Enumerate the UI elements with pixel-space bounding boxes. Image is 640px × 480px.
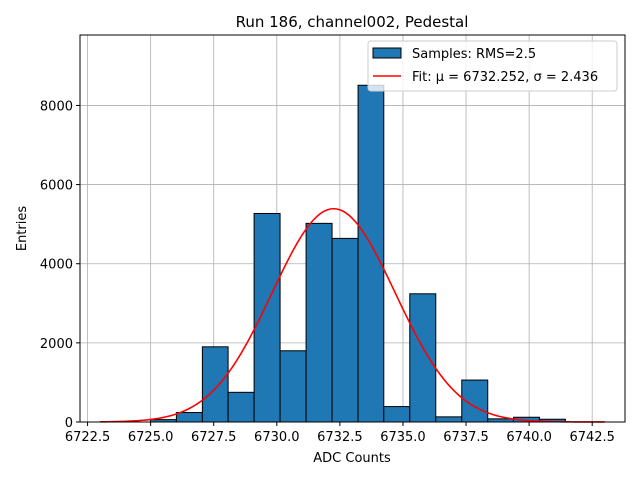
histogram-bar-6 (305, 222, 333, 423)
fit-curve (100, 207, 605, 423)
histogram-bar-3 (227, 391, 255, 423)
x-tick-label-5: 6735.0 (380, 430, 426, 445)
legend-entry-histogram: Samples: RMS=2.5 (412, 47, 536, 62)
y-tick-label-4: 8000 (40, 99, 73, 114)
histogram-bar-9 (383, 406, 411, 423)
chart-title: Run 186, channel002, Pedestal (236, 13, 469, 31)
histogram-bar-11 (435, 416, 463, 423)
histogram-bar-5 (279, 350, 307, 423)
x-tick-label-3: 6730.0 (254, 430, 300, 445)
histogram-bar-8 (357, 84, 385, 423)
legend-entry-fit: Fit: μ = 6732.252, σ = 2.436 (412, 70, 598, 85)
legend-box (367, 40, 618, 92)
x-tick-label-4: 6732.5 (317, 430, 363, 445)
y-tick-label-3: 6000 (40, 179, 73, 194)
histogram-bar-1 (175, 412, 203, 423)
axis-ticks: 6722.5 6725.0 6727.5 6730.0 6732.5 6735.0 6737… (40, 99, 615, 445)
legend-swatch-histogram (372, 47, 402, 59)
x-tick-label-8: 6742.5 (569, 430, 615, 445)
histogram-bar-10 (409, 293, 437, 423)
y-tick-label-2: 4000 (40, 258, 73, 273)
histogram-bar-2 (201, 346, 229, 423)
x-tick-label-2: 6727.5 (191, 430, 237, 445)
x-axis-label: ADC Counts (313, 451, 391, 466)
y-tick-label-1: 2000 (40, 337, 73, 352)
legend: Samples: RMS=2.5 Fit: μ = 6732.252, σ = … (367, 40, 618, 92)
y-tick-label-0: 0 (65, 416, 73, 431)
y-axis-label: Entries (15, 206, 30, 252)
x-tick-label-1: 6725.0 (128, 430, 174, 445)
fit-curve-group (100, 207, 605, 423)
x-tick-label-6: 6737.5 (443, 430, 489, 445)
x-tick-label-7: 6740.0 (506, 430, 552, 445)
plot-frame (79, 34, 626, 423)
x-tick-label-0: 6722.5 (65, 430, 111, 445)
histogram-bar-7 (331, 237, 359, 423)
histogram-bar-4 (253, 212, 281, 423)
